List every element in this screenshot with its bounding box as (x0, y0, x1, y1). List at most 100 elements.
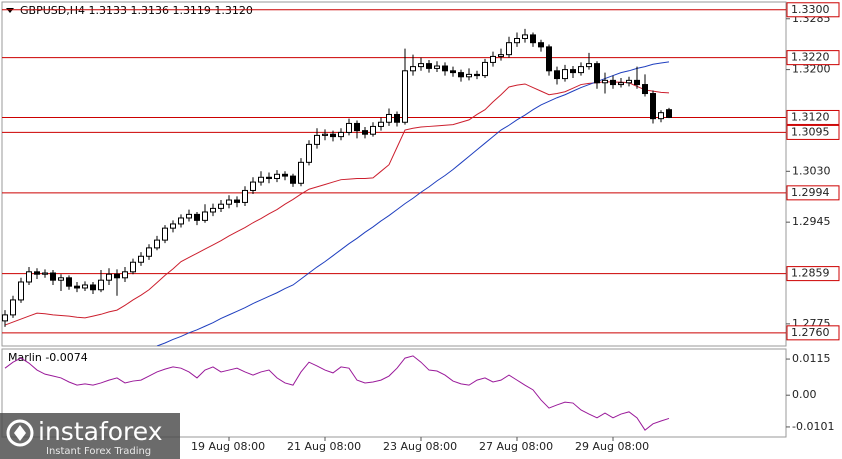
level-label-box (786, 185, 840, 201)
level-label-box (786, 266, 840, 282)
y-tick-label: 0.0115 (792, 352, 831, 365)
indicator-panel (1, 348, 787, 438)
candle-body (266, 176, 272, 179)
candle-body (50, 272, 56, 281)
candle-body (194, 213, 200, 221)
candle-body (514, 37, 520, 44)
candle-body (274, 173, 280, 179)
candle-body (98, 279, 104, 291)
candle-body (162, 227, 168, 241)
x-tick-label: 23 Aug 08:00 (383, 440, 457, 453)
line (4, 355, 670, 431)
x-tick-label: 19 Aug 08:00 (191, 440, 265, 453)
candle-body (74, 285, 80, 289)
candle-body (394, 113, 400, 123)
level-label: 1.2859 (791, 267, 830, 280)
candle-body (466, 73, 472, 78)
candle-body (666, 109, 672, 118)
candle-body (450, 70, 456, 74)
menu-triangle (6, 8, 14, 13)
candle-body (154, 239, 160, 249)
candle-body (282, 173, 288, 177)
candle-body (530, 34, 536, 44)
candle-body (90, 284, 96, 291)
candle-body (298, 161, 304, 184)
candle-body (402, 70, 408, 123)
candle-body (106, 273, 112, 281)
candle-body (178, 217, 184, 225)
level-label-box (786, 50, 840, 66)
candle-body (522, 34, 528, 39)
candle-body (362, 130, 368, 135)
candle-body (490, 55, 496, 63)
candle-body (234, 199, 240, 203)
candle-body (378, 121, 384, 127)
axes: 1.32851.32001.30301.29451.27751.33001.32… (191, 2, 840, 453)
main-plot (2, 9, 786, 346)
candle-body (290, 175, 296, 184)
line (4, 81, 670, 326)
candle-body (506, 42, 512, 56)
logo-background (0, 413, 180, 459)
candle-body (410, 66, 416, 72)
candle-body (322, 133, 328, 136)
y-tick-label: 0.00 (792, 388, 817, 401)
candle-body (210, 207, 216, 213)
level-label-box (786, 124, 840, 140)
candle-body (218, 203, 224, 209)
candle-body (626, 79, 632, 84)
candle-body (202, 211, 208, 221)
candle-body (338, 131, 344, 138)
candle-body (554, 70, 560, 80)
level-label-box (786, 2, 840, 18)
candle-body (346, 122, 352, 133)
candle-body (138, 255, 144, 263)
candle-body (18, 281, 24, 301)
level-label-box (786, 109, 840, 125)
candle-body (114, 273, 120, 279)
candle-body (602, 79, 608, 84)
candle-body (26, 271, 32, 283)
candle-body (34, 271, 40, 275)
logo: instaforex Instant Forex Trading (0, 413, 180, 459)
level-label: 1.3220 (791, 51, 830, 64)
candle-body (306, 143, 312, 163)
candle-body (386, 113, 392, 123)
y-tick-label: 1.3030 (792, 164, 831, 177)
candle-body (586, 63, 592, 68)
indicator-plot (4, 355, 670, 431)
candle-body (122, 271, 128, 279)
candle-body (66, 277, 72, 287)
candle-body (634, 79, 640, 86)
candle-body (186, 213, 192, 219)
level-label: 1.3120 (791, 110, 830, 123)
candle-body (658, 112, 664, 120)
level-label: 1.2760 (791, 326, 830, 339)
line (156, 61, 670, 346)
level-label: 1.3095 (791, 125, 830, 138)
logo-icon (6, 419, 34, 447)
y-tick-label: 1.3200 (792, 63, 831, 76)
candle-body (354, 122, 360, 132)
candle-body (258, 176, 264, 183)
x-tick-label: 21 Aug 08:00 (287, 440, 361, 453)
candle-body (42, 272, 48, 275)
candle-body (82, 284, 88, 289)
candle-body (314, 134, 320, 145)
candle-body (426, 63, 432, 69)
candle-body (538, 42, 544, 48)
candle-body (618, 82, 624, 86)
y-tick-label: 1.2945 (792, 215, 831, 228)
logo-icon-mark (14, 425, 26, 441)
candle-body (330, 133, 336, 138)
candle-body (442, 65, 448, 72)
indicator-title: Marlin -0.0074 (8, 351, 88, 364)
candle-body (546, 46, 552, 72)
level-label: 1.3300 (791, 3, 830, 16)
candle-body (146, 247, 152, 257)
candle-body (226, 199, 232, 205)
candle-body (434, 65, 440, 69)
candle-body (370, 125, 376, 135)
chart-title: GBPUSD,H4 1.3133 1.3136 1.3119 1.3120 (20, 4, 253, 17)
candle-body (250, 181, 256, 191)
